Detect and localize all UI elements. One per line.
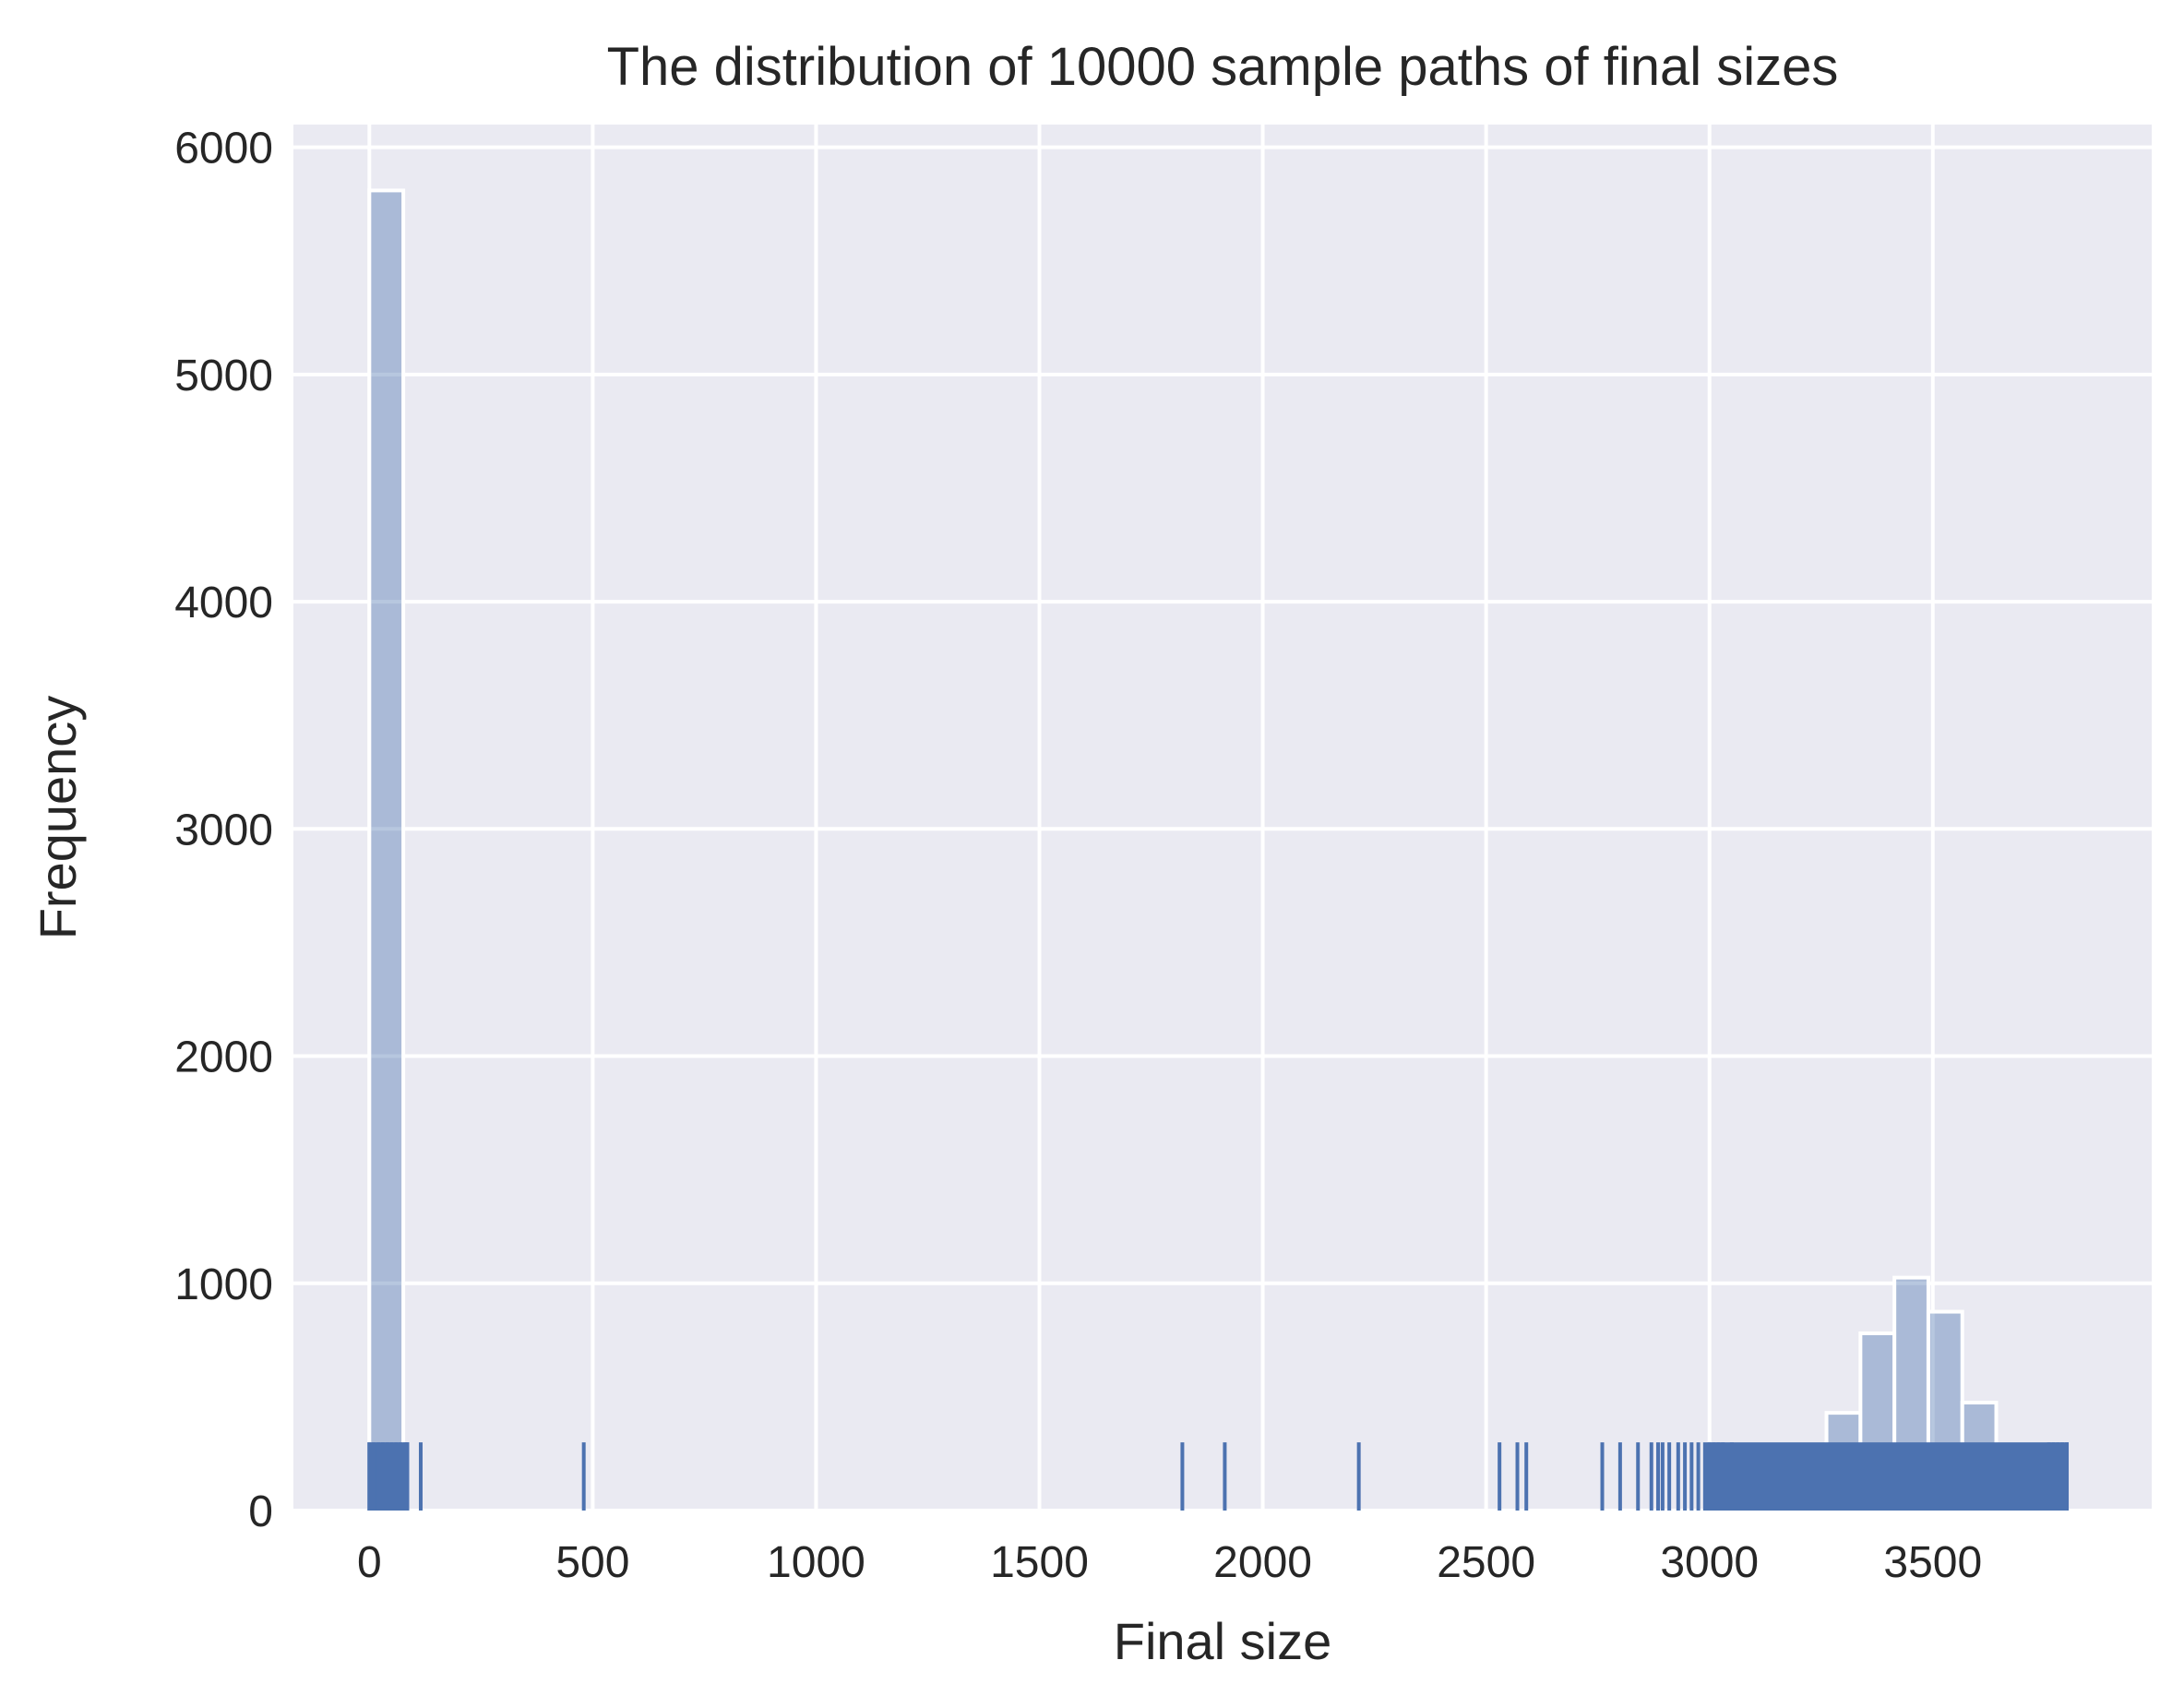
x-tick-label: 1000 [767, 1538, 865, 1587]
y-tick-label: 1000 [174, 1260, 273, 1309]
y-tick-label: 5000 [174, 352, 273, 400]
x-tick-label: 0 [357, 1538, 382, 1587]
chart-title: The distribution of 10000 sample paths o… [607, 37, 1839, 97]
histogram-bar [367, 188, 406, 1512]
x-axis-label: Final size [1114, 1612, 1332, 1670]
y-tick-label: 6000 [174, 125, 273, 173]
rug-marks [367, 1442, 2070, 1511]
x-tick-label: 2000 [1213, 1538, 1312, 1587]
y-axis-label: Frequency [29, 696, 87, 940]
y-tick-label: 0 [248, 1487, 273, 1536]
y-tick-label: 3000 [174, 806, 273, 854]
rug-band [1702, 1442, 2070, 1511]
plot-area [293, 125, 2152, 1511]
grid-lines [293, 125, 2152, 1512]
y-axis-ticks: 0 1000 2000 3000 4000 5000 6000 [174, 125, 273, 1536]
x-tick-label: 1500 [990, 1538, 1089, 1587]
x-tick-label: 500 [555, 1538, 629, 1587]
y-tick-label: 2000 [174, 1033, 273, 1082]
x-tick-label: 3000 [1660, 1538, 1759, 1587]
y-tick-label: 4000 [174, 579, 273, 627]
x-axis-ticks: 0 500 1000 1500 2000 2500 3000 3500 [357, 1538, 1982, 1587]
x-tick-label: 2500 [1437, 1538, 1535, 1587]
x-tick-label: 3500 [1883, 1538, 1982, 1587]
